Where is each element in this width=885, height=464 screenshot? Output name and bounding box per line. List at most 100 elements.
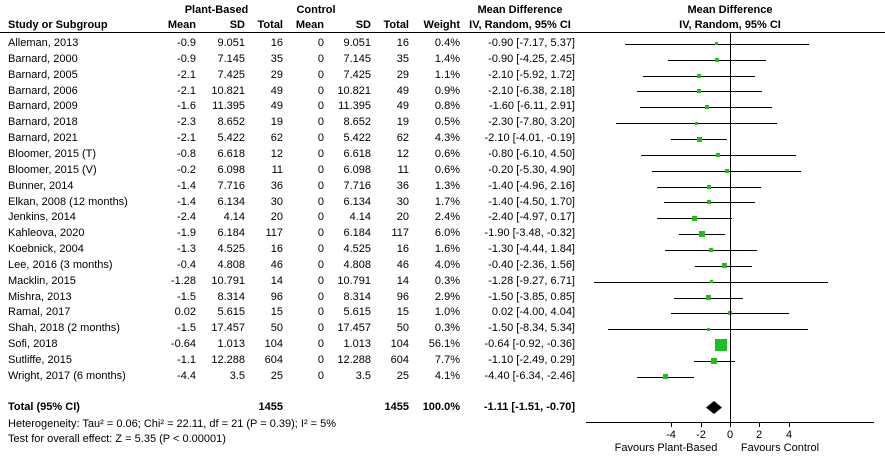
column-header-mean-ctrl: Mean	[295, 19, 324, 31]
cell-sd1: 7.425	[217, 68, 245, 81]
cell-m1: -2.1	[177, 84, 196, 97]
cell-t1: 62	[270, 132, 283, 145]
column-header-mean-exp: Mean	[167, 19, 196, 31]
cell-w: 2.4%	[434, 211, 460, 224]
cell-m2: 0	[317, 132, 324, 145]
cell-sd2: 9.051	[343, 37, 371, 49]
cell-w: 0.6%	[434, 147, 460, 160]
cell-sd2: 6.134	[343, 195, 371, 208]
cell-w: 1.4%	[434, 52, 460, 65]
cell-sd1: 12.288	[211, 354, 245, 366]
header-divider	[0, 32, 885, 33]
cell-t2: 46	[396, 258, 409, 271]
cell-m2: 0	[317, 306, 324, 319]
cell-sd1: 11.395	[212, 100, 245, 113]
cell-t2: 20	[396, 211, 409, 224]
cell-t2: 49	[396, 84, 409, 97]
heterogeneity-stats: Heterogeneity: Tau² = 0.06; Chi² = 22.11…	[8, 418, 337, 430]
cell-w: 0.9%	[434, 84, 460, 97]
cell-sd1: 7.145	[217, 52, 245, 65]
cell-ci: -0.90 [-7.17, 5.37]	[488, 37, 575, 49]
cell-t2: 16	[396, 37, 409, 49]
cell-sd2: 3.5	[355, 369, 371, 382]
cell-ci: -0.90 [-4.25, 2.45]	[488, 52, 575, 65]
cell-t2: 11	[397, 163, 409, 176]
cell-m1: -1.1	[177, 354, 196, 366]
cell-m1: -1.5	[177, 290, 196, 303]
cell-m1: -0.4	[177, 258, 196, 271]
total-ci: -1.11 [-1.51, -0.70]	[483, 401, 575, 413]
cell-ci: -1.40 [-4.96, 2.16]	[488, 179, 575, 192]
cell-m2: 0	[317, 68, 324, 81]
cell-t2: 117	[391, 227, 409, 240]
cell-t1: 96	[270, 290, 283, 303]
cell-t2: 14	[396, 274, 409, 287]
cell-ci: -1.50 [-8.34, 5.34]	[488, 322, 575, 335]
cell-sd1: 1.013	[217, 338, 245, 351]
cell-name: Bunner, 2014	[8, 179, 74, 192]
cell-sd2: 4.14	[349, 211, 371, 224]
cell-sd2: 4.525	[343, 243, 371, 256]
cell-sd2: 10.791	[337, 274, 371, 287]
cell-w: 1.7%	[434, 195, 460, 208]
cell-sd2: 12.288	[337, 354, 371, 366]
pooled-diamond	[706, 401, 722, 414]
axis-tick	[789, 422, 790, 427]
cell-sd1: 8.652	[217, 116, 245, 129]
cell-sd1: 4.14	[223, 211, 245, 224]
effect-marker	[697, 89, 701, 93]
cell-t2: 12	[396, 147, 409, 160]
cell-sd2: 7.145	[343, 52, 371, 65]
cell-sd2: 6.618	[343, 147, 371, 160]
cell-name: Bloomer, 2015 (T)	[8, 147, 97, 160]
cell-name: Barnard, 2018	[8, 116, 78, 129]
group-header-control: Control	[296, 4, 336, 16]
cell-sd1: 4.808	[217, 258, 245, 271]
cell-w: 6.0%	[434, 227, 460, 240]
cell-t1: 50	[270, 322, 283, 335]
effect-marker	[705, 105, 709, 109]
zero-line	[730, 33, 731, 422]
cell-m2: 0	[317, 258, 324, 271]
cell-m2: 0	[317, 274, 324, 287]
cell-ci: -2.40 [-4.97, 0.17]	[488, 211, 575, 224]
cell-sd2: 8.652	[343, 116, 371, 129]
axis-tick	[671, 422, 672, 427]
cell-t2: 35	[396, 52, 409, 65]
cell-w: 0.5%	[434, 116, 460, 129]
axis-tick	[730, 422, 731, 427]
cell-w: 1.0%	[434, 306, 460, 319]
cell-m2: 0	[317, 100, 324, 113]
cell-name: Barnard, 2021	[8, 132, 78, 145]
cell-t1: 604	[264, 354, 283, 366]
effect-marker	[725, 169, 729, 173]
cell-ci: -1.50 [-3.85, 0.85]	[488, 290, 575, 303]
cell-sd1: 10.821	[211, 84, 245, 97]
cell-ci: -0.20 [-5.30, 4.90]	[488, 163, 575, 176]
cell-sd2: 10.821	[337, 84, 371, 97]
cell-t1: 117	[265, 227, 283, 240]
cell-m1: -0.9	[177, 52, 196, 65]
cell-sd1: 4.525	[217, 243, 245, 256]
cell-name: Koebnick, 2004	[8, 243, 84, 256]
cell-sd1: 10.791	[211, 274, 245, 287]
effect-marker	[707, 328, 710, 331]
cell-name: Barnard, 2005	[8, 68, 78, 81]
effect-marker	[707, 185, 711, 189]
cell-name: Wright, 2017 (6 months)	[8, 369, 126, 382]
cell-ci: 0.02 [-4.00, 4.04]	[491, 306, 575, 319]
cell-sd1: 6.618	[217, 147, 245, 160]
cell-sd1: 3.5	[229, 369, 245, 382]
cell-w: 4.3%	[434, 132, 460, 145]
cell-t2: 104	[390, 338, 409, 351]
column-header-ci-text: IV, Random, 95% CI	[469, 19, 571, 31]
cell-t1: 19	[270, 116, 283, 129]
cell-t1: 49	[270, 100, 283, 113]
cell-sd2: 1.013	[343, 338, 371, 351]
cell-ci: -1.60 [-6.11, 2.91]	[488, 100, 575, 113]
cell-m1: -1.6	[177, 100, 196, 113]
cell-ci: -1.40 [-4.50, 1.70]	[488, 195, 575, 208]
cell-m1: -1.9	[177, 227, 196, 240]
cell-m1: -1.3	[177, 243, 196, 256]
